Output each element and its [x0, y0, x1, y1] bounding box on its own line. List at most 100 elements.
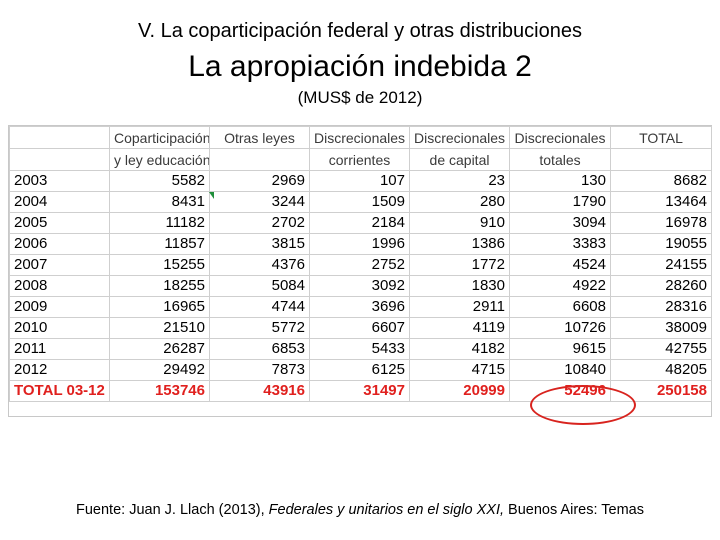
table-cell: 6608: [509, 296, 611, 318]
table-cell: 1509: [309, 191, 410, 213]
table-cell: 4715: [409, 359, 510, 381]
table-cell: 3092: [309, 275, 410, 297]
header-row: Coparticipación Otras leyes Discrecionales…: [9, 126, 712, 149]
slide-title: La apropiación indebida 2: [188, 50, 532, 83]
table-cell: 38009: [610, 317, 712, 339]
table-cell: totales: [509, 148, 611, 171]
table-cell: 8682: [610, 170, 712, 192]
table-row: 2008 18255 5084 3092 1830 4922 28260: [9, 275, 712, 297]
table-cell: 48205: [610, 359, 712, 381]
table-cell: [610, 148, 712, 171]
table-cell: Discrecionales: [309, 126, 410, 149]
table-row: 2011 26287 6853 5433 4182 9615 42755: [9, 338, 712, 360]
table-cell: 3696: [309, 296, 410, 318]
table-cell: 20999: [409, 380, 510, 402]
table-cell: 28260: [610, 275, 712, 297]
table-cell: 5084: [209, 275, 310, 297]
table-cell: corrientes: [309, 148, 410, 171]
table-cell: 10726: [509, 317, 611, 339]
table-cell: 7873: [209, 359, 310, 381]
table-cell: 4182: [409, 338, 510, 360]
table-cell: 11182: [109, 212, 210, 234]
table-cell: 153746: [109, 380, 210, 402]
table-cell: 21510: [109, 317, 210, 339]
table-cell: 31497: [309, 380, 410, 402]
table-cell: 2184: [309, 212, 410, 234]
table-cell: 107: [309, 170, 410, 192]
table-cell: 2005: [9, 212, 110, 234]
table-row: 2005 11182 2702 2184 910 3094 16978: [9, 212, 712, 234]
table-cell: 29492: [109, 359, 210, 381]
table-cell: 4744: [209, 296, 310, 318]
table-cell: 1790: [509, 191, 611, 213]
table-cell: 9615: [509, 338, 611, 360]
table-cell: 13464: [610, 191, 712, 213]
table-cell: 24155: [610, 254, 712, 276]
table-cell: 6607: [309, 317, 410, 339]
table-cell: 2007: [9, 254, 110, 276]
table-cell: 3383: [509, 233, 611, 255]
slide-subtitle: (MUS$ de 2012): [297, 88, 423, 107]
slide-supertitle: V. La coparticipación federal y otras di…: [138, 20, 582, 42]
table-cell: 5582: [109, 170, 210, 192]
table-cell: 5433: [309, 338, 410, 360]
header-row: y ley educación corrientes de capital total…: [9, 148, 712, 171]
table-cell: 4119: [409, 317, 510, 339]
table-cell: 43916: [209, 380, 310, 402]
table-cell: 3815: [209, 233, 310, 255]
table-cell: 16965: [109, 296, 210, 318]
table-cell: 8431: [109, 191, 210, 213]
table-cell: 6853: [209, 338, 310, 360]
table-row: 2007 15255 4376 2752 1772 4524 24155: [9, 254, 712, 276]
table-cell: 2009: [9, 296, 110, 318]
table-cell: 2006: [9, 233, 110, 255]
table-cell: 19055: [610, 233, 712, 255]
table-cell: Coparticipación: [109, 126, 210, 149]
table-cell: 2010: [9, 317, 110, 339]
table-cell: TOTAL 03-12: [9, 380, 110, 402]
table-cell: 2911: [409, 296, 510, 318]
table-cell: 130: [509, 170, 611, 192]
table-cell: 28316: [610, 296, 712, 318]
table-cell: 3244: [209, 191, 310, 213]
table-cell: Otras leyes: [209, 126, 310, 149]
table-cell: 2003: [9, 170, 110, 192]
table-cell: [9, 148, 110, 171]
table-cell: 2004: [9, 191, 110, 213]
source-prefix: Fuente: Juan J. Llach (2013),: [76, 502, 269, 518]
cell-comment-marker: [209, 192, 214, 199]
table-cell: 2969: [209, 170, 310, 192]
table-cell: 1996: [309, 233, 410, 255]
table-cell: 2011: [9, 338, 110, 360]
highlight-ellipse: [530, 385, 636, 425]
table-cell: 280: [409, 191, 510, 213]
table-cell: 42755: [610, 338, 712, 360]
table-row: 2010 21510 5772 6607 4119 10726 38009: [9, 317, 712, 339]
table-cell: 2012: [9, 359, 110, 381]
table-cell: 5772: [209, 317, 310, 339]
source-citation: Fuente: Juan J. Llach (2013), Federales …: [0, 502, 720, 518]
table-cell: TOTAL: [610, 126, 712, 149]
table-cell: 910: [409, 212, 510, 234]
table-cell: 11857: [109, 233, 210, 255]
table-cell: 26287: [109, 338, 210, 360]
table-row: 2003 5582 2969 107 23 130 8682: [9, 170, 712, 192]
table-row: 2012 29492 7873 6125 4715 10840 48205: [9, 359, 712, 381]
table-cell: 3094: [509, 212, 611, 234]
table-cell: 1772: [409, 254, 510, 276]
table-cell: 23: [409, 170, 510, 192]
table-cell: 4524: [509, 254, 611, 276]
table-row: 2009 16965 4744 3696 2911 6608 28316: [9, 296, 712, 318]
spreadsheet-table: Coparticipación Otras leyes Discrecionales…: [8, 125, 712, 417]
table-cell: 1830: [409, 275, 510, 297]
table-cell: 6125: [309, 359, 410, 381]
table-cell: 15255: [109, 254, 210, 276]
table-row: 2006 11857 3815 1996 1386 3383 19055: [9, 233, 712, 255]
table-cell: 4376: [209, 254, 310, 276]
table-cell: 1386: [409, 233, 510, 255]
table-cell: 250158: [610, 380, 712, 402]
table-cell: 2008: [9, 275, 110, 297]
table-cell: Discrecionales: [409, 126, 510, 149]
table-cell: 10840: [509, 359, 611, 381]
table-cell: [9, 126, 110, 149]
